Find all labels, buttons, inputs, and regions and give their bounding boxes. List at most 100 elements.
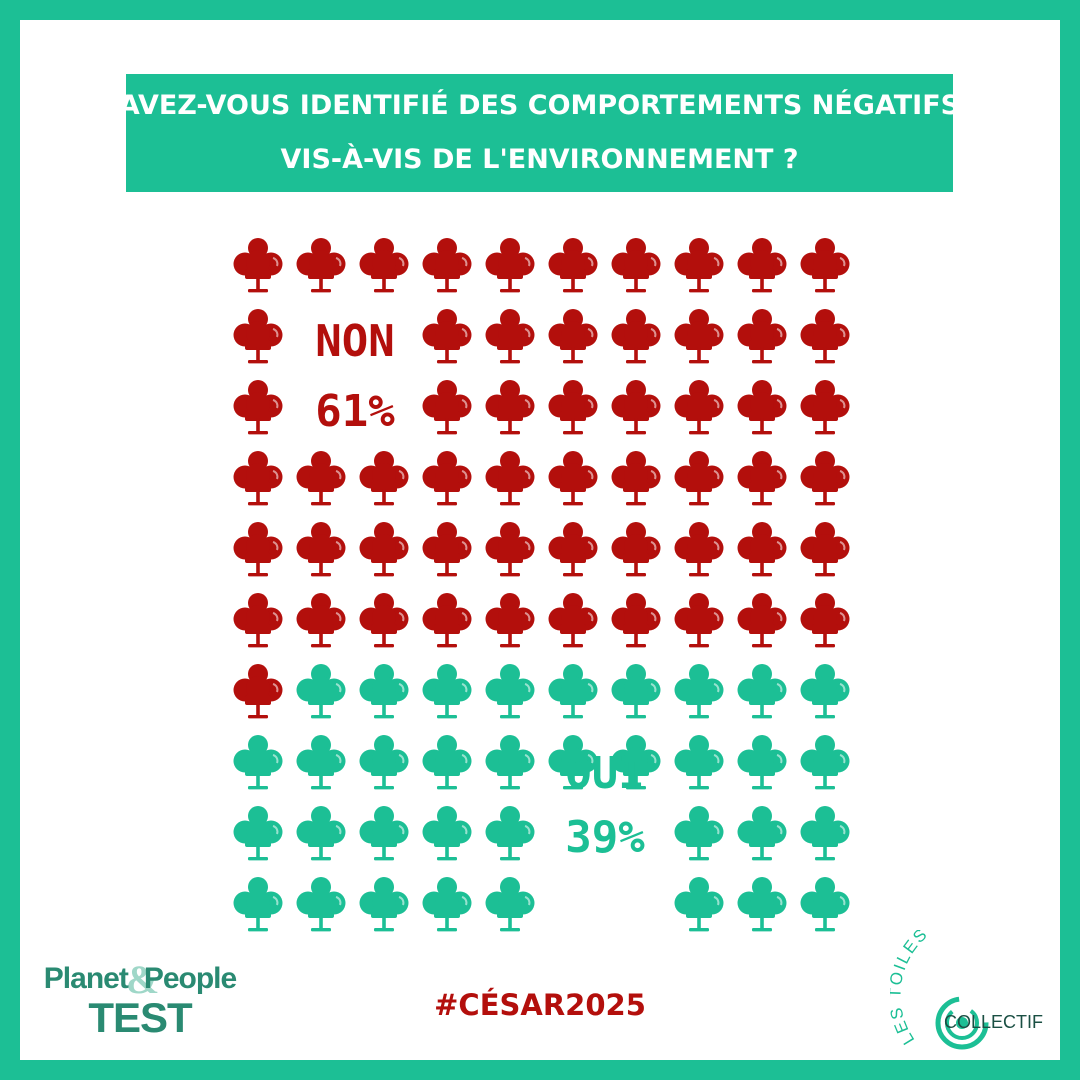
tree-highlight-72 — [398, 754, 405, 764]
tree-highlight-42 — [398, 541, 405, 551]
tree-icon-non-47 — [674, 522, 724, 577]
tree-icon-oui-90 — [233, 877, 283, 932]
les-toiles-vertes-logo: LES TOILES VERTES — [890, 930, 1014, 1050]
tree-icon-non-41 — [296, 522, 346, 577]
tree-icon-non-26 — [611, 380, 661, 435]
tree-highlight-30 — [272, 470, 279, 480]
tree-icon-oui-69 — [800, 664, 850, 719]
tree-highlight-10 — [272, 328, 279, 338]
tree-icon-non-23 — [422, 380, 472, 435]
tree-icon-non-38 — [737, 451, 787, 506]
tree-highlight-44 — [524, 541, 531, 551]
tree-highlight-14 — [524, 328, 531, 338]
tree-icon-oui-82 — [359, 806, 409, 861]
tree-highlight-75 — [587, 754, 594, 764]
tree-highlight-59 — [839, 612, 846, 622]
tree-icon-non-43 — [422, 522, 472, 577]
tree-icon-non-19 — [800, 309, 850, 364]
tree-highlight-8 — [776, 257, 783, 267]
tree-highlight-46 — [650, 541, 657, 551]
tree-highlight-52 — [398, 612, 405, 622]
tree-icon-non-20 — [233, 380, 283, 435]
tree-icon-oui-71 — [296, 735, 346, 790]
tree-icon-non-1 — [296, 238, 346, 293]
tree-icon-non-5 — [548, 238, 598, 293]
tree-highlight-38 — [776, 470, 783, 480]
tree-highlight-77 — [713, 754, 720, 764]
tree-icon-non-33 — [422, 451, 472, 506]
tree-highlight-7 — [713, 257, 720, 267]
tree-highlight-89 — [839, 825, 846, 835]
tree-highlight-32 — [398, 470, 405, 480]
tree-highlight-39 — [839, 470, 846, 480]
planet-people-test-logo: & Planet People TEST — [40, 957, 240, 1042]
tree-icon-non-14 — [485, 309, 535, 364]
oui-label: OUI — [565, 748, 645, 799]
hashtag: #CÉSAR2025 — [434, 988, 646, 1022]
tree-highlight-60 — [272, 683, 279, 693]
tree-highlight-0 — [272, 257, 279, 267]
tree-highlight-18 — [776, 328, 783, 338]
tree-icon-non-15 — [548, 309, 598, 364]
tree-highlight-29 — [839, 399, 846, 409]
tree-highlight-40 — [272, 541, 279, 551]
tree-icon-oui-88 — [737, 806, 787, 861]
tree-highlight-16 — [650, 328, 657, 338]
tree-highlight-71 — [335, 754, 342, 764]
tree-highlight-84 — [524, 825, 531, 835]
tree-icon-oui-94 — [485, 877, 535, 932]
tree-highlight-9 — [839, 257, 846, 267]
tree-icon-non-30 — [233, 451, 283, 506]
tree-highlight-65 — [587, 683, 594, 693]
tree-icon-non-60 — [233, 664, 283, 719]
tree-highlight-76 — [650, 754, 657, 764]
tree-highlight-48 — [776, 541, 783, 551]
brand-name: Planet People — [43, 962, 237, 995]
tree-highlight-93 — [461, 896, 468, 906]
tree-icon-non-44 — [485, 522, 535, 577]
tree-icon-non-28 — [737, 380, 787, 435]
tree-icon-oui-92 — [359, 877, 409, 932]
tree-highlight-3 — [461, 257, 468, 267]
tree-icon-oui-70 — [233, 735, 283, 790]
tree-highlight-1 — [335, 257, 342, 267]
non-percent: 61% — [315, 386, 395, 437]
tree-icon-non-34 — [485, 451, 535, 506]
tree-highlight-37 — [713, 470, 720, 480]
tree-highlight-23 — [461, 399, 468, 409]
tree-highlight-88 — [776, 825, 783, 835]
tree-highlight-73 — [461, 754, 468, 764]
tree-highlight-97 — [713, 896, 720, 906]
tree-highlight-13 — [461, 328, 468, 338]
tree-icon-oui-97 — [674, 877, 724, 932]
tree-highlight-35 — [587, 470, 594, 480]
tree-highlight-90 — [272, 896, 279, 906]
tree-highlight-26 — [650, 399, 657, 409]
tree-highlight-58 — [776, 612, 783, 622]
tree-highlight-33 — [461, 470, 468, 480]
tree-highlight-78 — [776, 754, 783, 764]
tree-highlight-56 — [650, 612, 657, 622]
tree-highlight-36 — [650, 470, 657, 480]
tree-icon-non-18 — [737, 309, 787, 364]
tree-icon-non-32 — [359, 451, 409, 506]
tree-icon-oui-77 — [674, 735, 724, 790]
tree-icon-non-50 — [233, 593, 283, 648]
tree-icon-oui-68 — [737, 664, 787, 719]
tree-icon-non-57 — [674, 593, 724, 648]
tree-highlight-74 — [524, 754, 531, 764]
tree-highlight-17 — [713, 328, 720, 338]
tree-icon-non-36 — [611, 451, 661, 506]
tree-icon-non-10 — [233, 309, 283, 364]
tree-highlight-43 — [461, 541, 468, 551]
tree-highlight-83 — [461, 825, 468, 835]
tree-highlight-82 — [398, 825, 405, 835]
tree-icon-oui-72 — [359, 735, 409, 790]
tree-icon-oui-73 — [422, 735, 472, 790]
non-label: NON — [315, 316, 395, 367]
tree-icon-non-16 — [611, 309, 661, 364]
tree-icon-oui-66 — [611, 664, 661, 719]
tree-highlight-27 — [713, 399, 720, 409]
tree-highlight-66 — [650, 683, 657, 693]
